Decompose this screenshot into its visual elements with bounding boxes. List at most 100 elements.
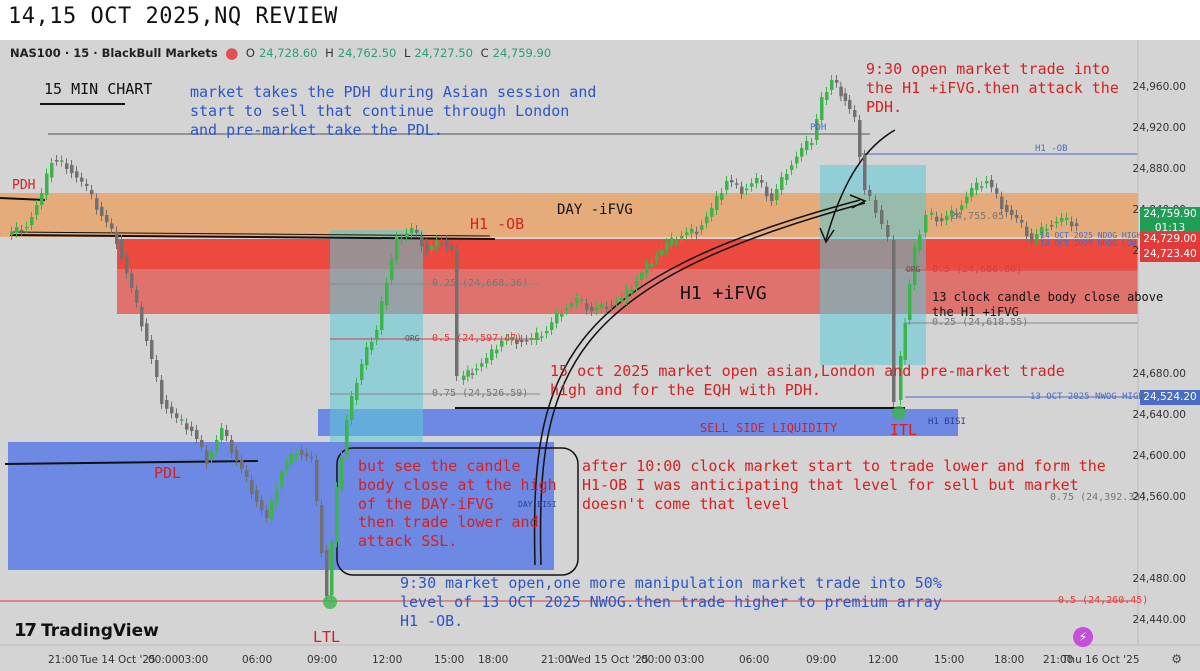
price-axis-tick: 24,960.00 bbox=[1132, 81, 1186, 93]
candle-body bbox=[750, 183, 754, 187]
candles-group bbox=[10, 75, 1079, 601]
note-candle-body: but see the candle body close at the hig… bbox=[358, 457, 557, 550]
time-axis-label: Tue 14 Oct '25 bbox=[80, 654, 156, 666]
close-value: 24,759.90 bbox=[492, 46, 552, 60]
candle-body bbox=[1005, 205, 1009, 212]
candle-body bbox=[848, 100, 852, 109]
nwog-high-label: 13 OCT 2025 NWOG HIGH bbox=[1030, 392, 1144, 402]
candle-body bbox=[95, 198, 99, 210]
candle-body bbox=[450, 245, 454, 250]
candle-body bbox=[45, 173, 49, 195]
candle-body bbox=[60, 160, 64, 162]
time-axis-label: Wed 15 Oct '25 bbox=[568, 654, 649, 666]
price-axis-tick: 24,440.00 bbox=[1132, 614, 1186, 626]
candle-body bbox=[945, 215, 949, 220]
candle-body bbox=[735, 183, 739, 185]
candle-body bbox=[790, 165, 794, 170]
fib-05-far-label: 0.5 (24,260.45) bbox=[1058, 595, 1149, 606]
open-value: 24,728.60 bbox=[258, 46, 318, 60]
candle-body bbox=[365, 347, 369, 365]
time-axis-label: 06:00 bbox=[242, 654, 273, 666]
candle-body bbox=[75, 171, 79, 178]
h1-ob-line bbox=[9, 234, 496, 240]
candle-body bbox=[858, 120, 862, 157]
day-bisi-label: DAY BISI bbox=[518, 500, 557, 509]
candle-body bbox=[280, 471, 284, 487]
candle-body bbox=[1045, 229, 1049, 231]
candle-body bbox=[1020, 220, 1024, 223]
candle-body bbox=[930, 212, 934, 215]
candle-body bbox=[125, 256, 129, 274]
candle-body bbox=[620, 298, 624, 302]
chart-panel[interactable]: NAS100 · 15 · BlackBull Markets ⬤ O 24,72… bbox=[0, 40, 1200, 671]
candle-body bbox=[480, 363, 484, 367]
candle-body bbox=[315, 460, 319, 501]
candle-countdown: 01:13 bbox=[1154, 222, 1186, 234]
ltl-marker bbox=[323, 595, 337, 609]
settings-gear-icon[interactable]: ⚙ bbox=[1171, 652, 1182, 666]
note-after-10: after 10:00 clock market start to trade … bbox=[582, 457, 1106, 513]
candle-body bbox=[470, 373, 475, 375]
candle-body bbox=[405, 233, 409, 237]
candle-body bbox=[515, 340, 519, 344]
candle-body bbox=[135, 290, 139, 303]
candle-body bbox=[40, 193, 44, 205]
candle-body bbox=[1035, 234, 1039, 240]
candle-body bbox=[345, 420, 349, 455]
candle-body bbox=[899, 356, 903, 400]
candle-body bbox=[975, 182, 979, 190]
candle-body bbox=[918, 234, 922, 250]
candle-body bbox=[380, 301, 384, 330]
candle-body bbox=[230, 440, 234, 453]
candle-body bbox=[390, 259, 394, 280]
candle-body bbox=[903, 323, 907, 360]
time-axis-label: 12:00 bbox=[868, 654, 899, 666]
candle-body bbox=[510, 337, 514, 340]
candle-body bbox=[874, 200, 878, 213]
candle-body bbox=[540, 336, 544, 338]
candle-body bbox=[765, 186, 769, 197]
candle-body bbox=[415, 230, 419, 233]
chart-canvas[interactable] bbox=[0, 40, 1200, 671]
candle-body bbox=[685, 232, 689, 235]
candle-body bbox=[10, 231, 14, 235]
time-axis-label: 18:00 bbox=[994, 654, 1025, 666]
arrow-down-head bbox=[819, 227, 835, 244]
time-axis-label: 00:00 bbox=[641, 654, 672, 666]
candle-body bbox=[290, 453, 294, 464]
candle-body bbox=[180, 419, 184, 421]
candle-body bbox=[445, 240, 449, 247]
candle-body bbox=[820, 97, 824, 120]
candle-body bbox=[550, 322, 554, 330]
day-ifvg-zone bbox=[0, 193, 1138, 237]
candle-body bbox=[130, 273, 134, 288]
candle-body bbox=[455, 250, 459, 376]
candle-body bbox=[980, 186, 984, 188]
candle-body bbox=[610, 305, 614, 307]
lightning-icon[interactable]: ⚡ bbox=[1073, 627, 1093, 647]
candle-body bbox=[615, 301, 619, 304]
day-ifvg-label: DAY -iFVG bbox=[557, 202, 633, 218]
candle-body bbox=[720, 193, 724, 200]
candle-body bbox=[195, 430, 199, 439]
candle-body bbox=[725, 181, 729, 190]
pdh-line bbox=[0, 197, 46, 201]
candle-body bbox=[350, 396, 354, 420]
h1-ob-small-label: H1 -OB bbox=[1035, 144, 1068, 154]
note-930-bottom: 9:30 market open,one more manipulation m… bbox=[400, 574, 942, 630]
candle-body bbox=[100, 206, 104, 216]
org-right-label: ORG bbox=[906, 265, 921, 274]
ltl-left-label: LTL bbox=[313, 628, 341, 646]
close-label: C bbox=[480, 46, 489, 60]
candle-body bbox=[275, 489, 279, 504]
symbol-label[interactable]: NAS100 · 15 · BlackBull Markets bbox=[10, 46, 218, 60]
candle-body bbox=[740, 186, 744, 194]
candle-body bbox=[30, 217, 34, 225]
candle-body bbox=[340, 457, 344, 490]
candle-body bbox=[165, 400, 169, 409]
candle-body bbox=[892, 240, 896, 402]
candle-body bbox=[863, 155, 867, 190]
price-axis-tick: 24,920.00 bbox=[1132, 122, 1186, 134]
candle-body bbox=[65, 163, 69, 169]
candle-body bbox=[950, 210, 954, 217]
